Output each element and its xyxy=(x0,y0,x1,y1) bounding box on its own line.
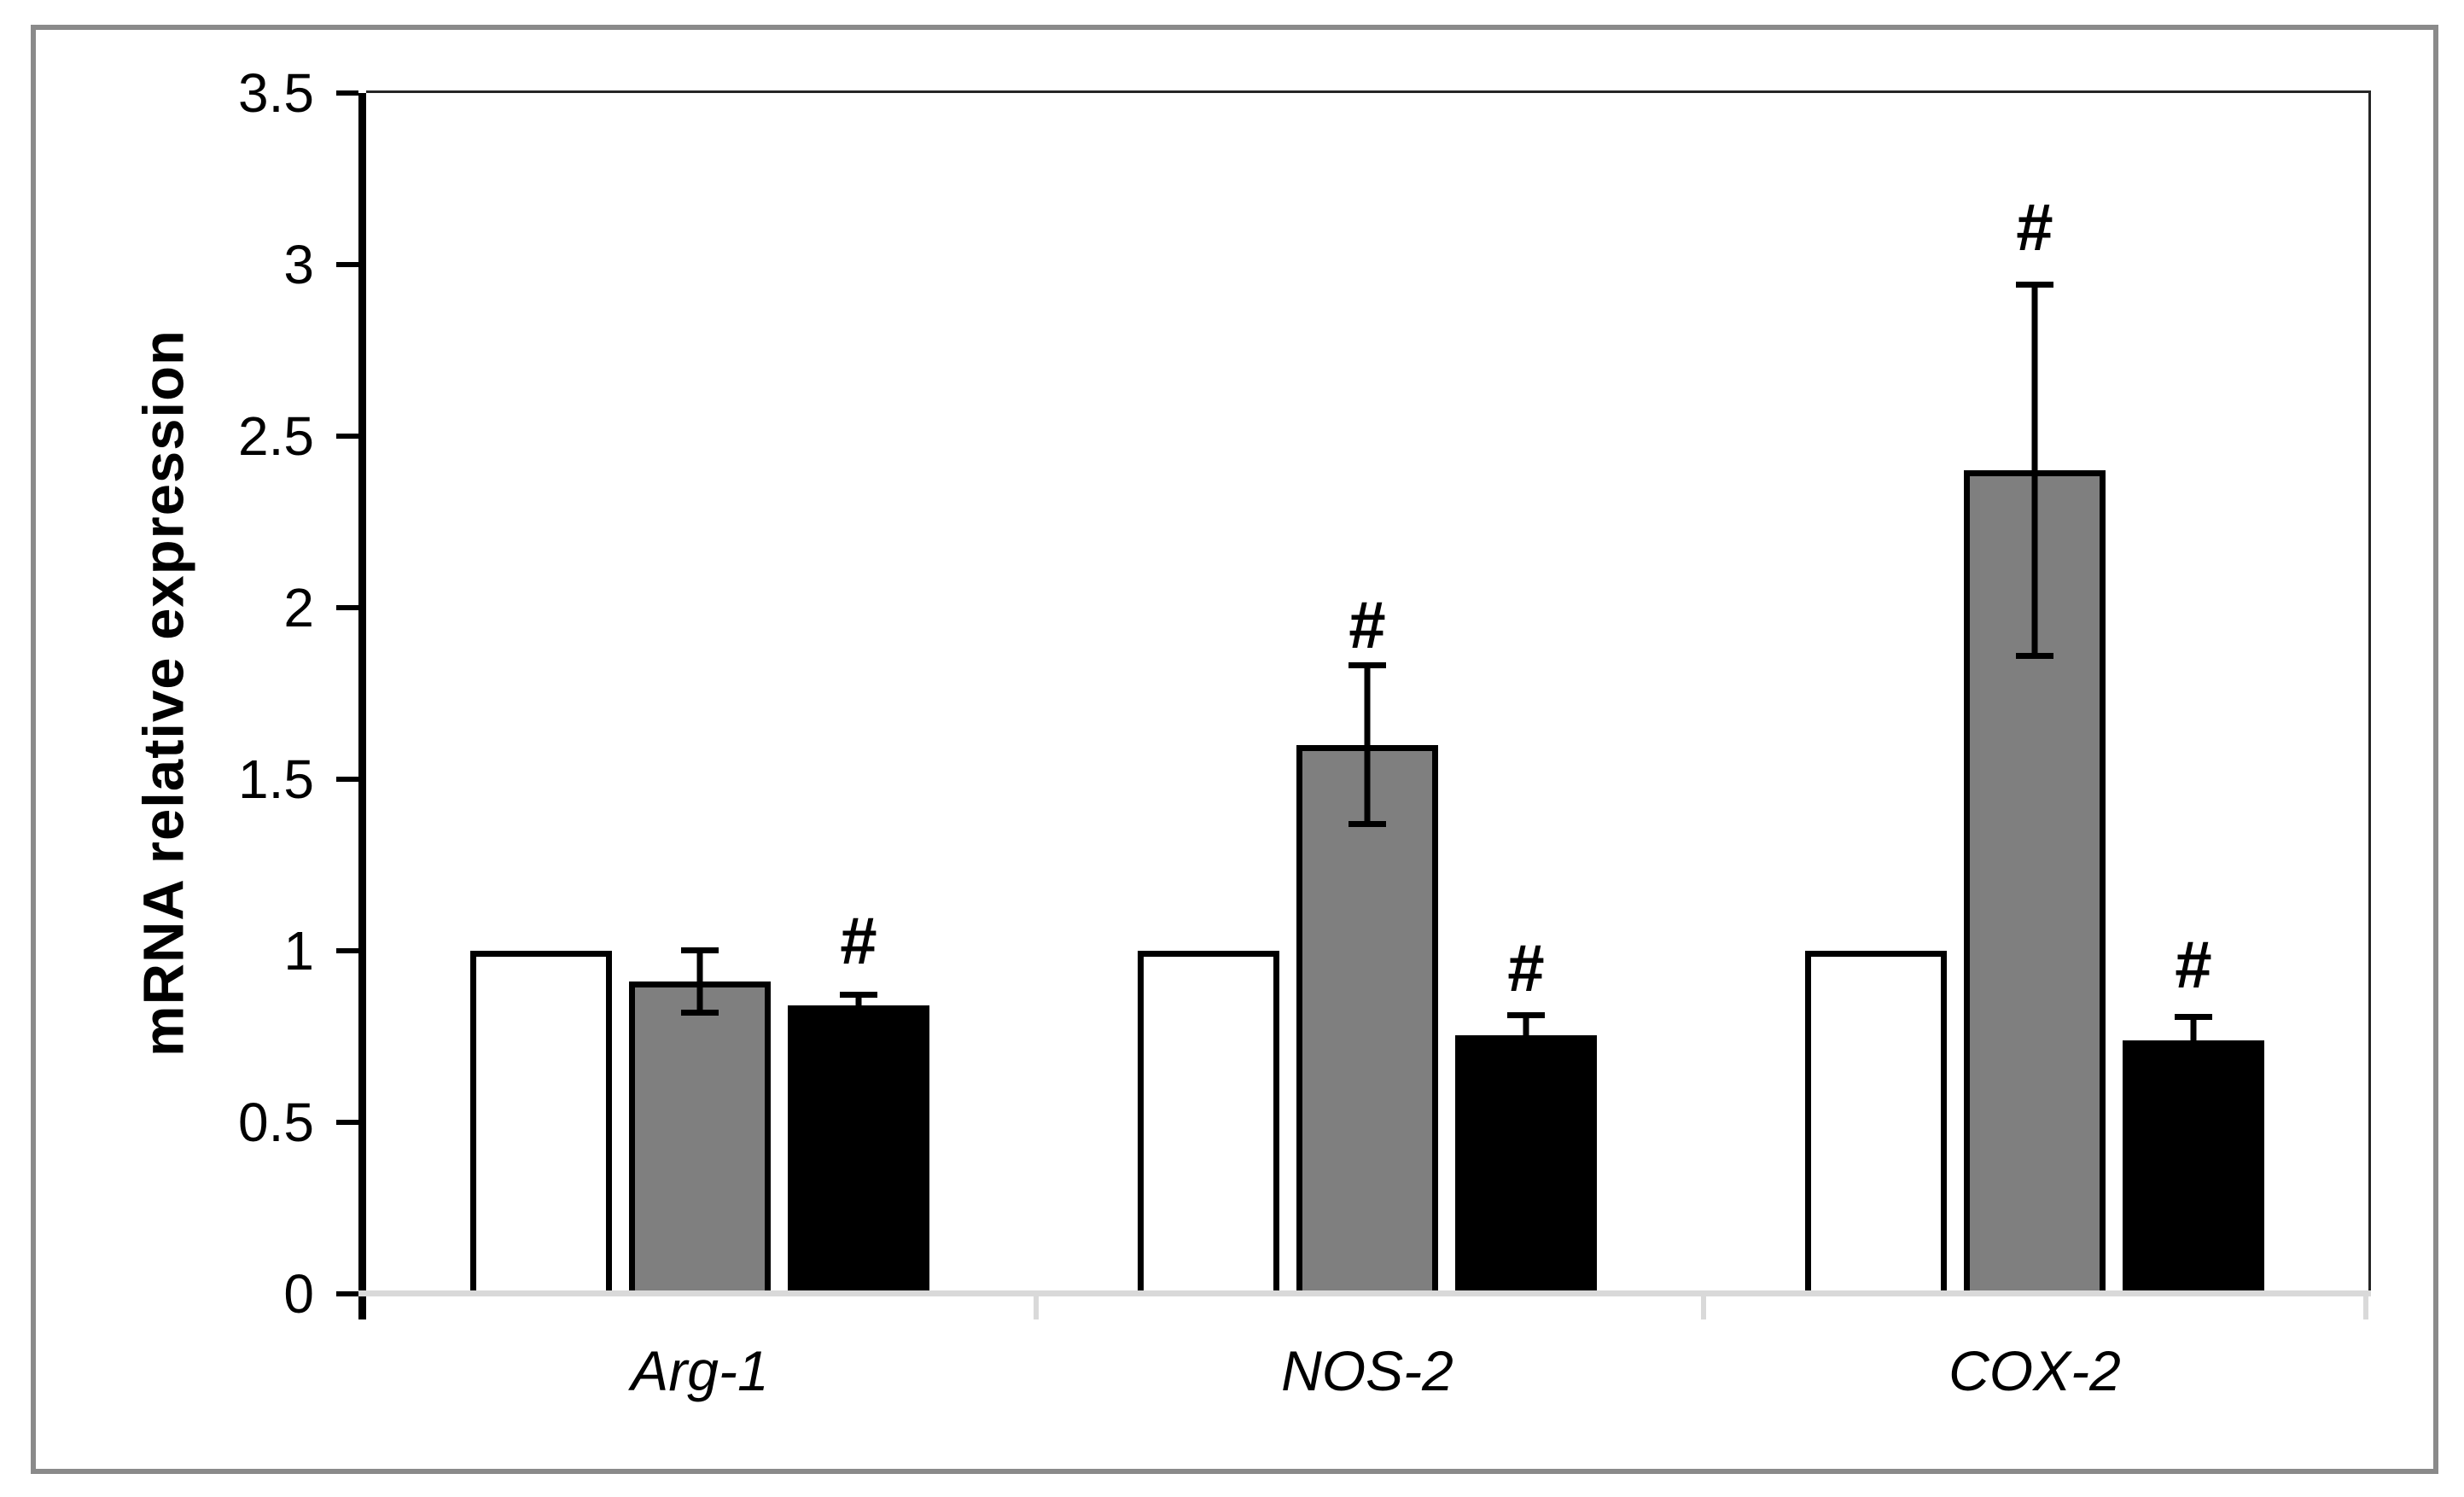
significance-marker-black-nos-2: # xyxy=(1507,930,1545,1006)
error-bar-line xyxy=(855,992,862,1020)
error-bar-cap-bottom xyxy=(1507,1051,1545,1057)
error-bar-gray-arg-1 xyxy=(681,947,719,1016)
y-tick-label: 2 xyxy=(283,577,314,638)
error-bar-line xyxy=(696,947,703,1016)
error-bar-black-arg-1 xyxy=(840,992,877,1020)
y-tick xyxy=(336,605,358,610)
error-bar-cap-top xyxy=(1507,1012,1545,1019)
error-bar-gray-nos-2 xyxy=(1349,662,1386,828)
plot-area: # # # # # xyxy=(358,90,2371,1319)
x-label-cox-2: COX-2 xyxy=(1948,1339,2121,1402)
y-tick xyxy=(336,262,358,267)
y-tick xyxy=(336,90,358,96)
significance-marker-gray-nos-2: # xyxy=(1349,587,1386,663)
y-tick xyxy=(336,948,358,953)
error-bar-line xyxy=(2031,282,2038,660)
y-tick xyxy=(336,434,358,439)
error-bar-cap-top xyxy=(840,992,877,999)
x-axis-labels: Arg-1 NOS-2 COX-2 xyxy=(366,1294,2368,1439)
bar-black-arg-1 xyxy=(788,1005,929,1294)
error-bar-line xyxy=(1364,662,1371,828)
figure-border xyxy=(31,25,2438,1474)
error-bar-cap-top xyxy=(681,947,719,953)
error-bar-cap-top xyxy=(2175,1014,2212,1021)
significance-marker-black-arg-1: # xyxy=(840,902,877,978)
x-axis-category-tick xyxy=(1701,1294,1706,1319)
error-bar-cap-bottom xyxy=(840,1013,877,1020)
bar-gray-nos-2 xyxy=(1296,744,1438,1294)
y-axis-line xyxy=(358,93,366,1319)
significance-marker-black-cox-2: # xyxy=(2175,927,2212,1003)
x-label-arg-1: Arg-1 xyxy=(631,1339,769,1402)
error-bar-line xyxy=(1523,1012,1529,1057)
error-bar-black-nos-2 xyxy=(1507,1012,1545,1057)
y-tick xyxy=(336,777,358,782)
bar-black-cox-2 xyxy=(2123,1040,2264,1294)
error-bar-line xyxy=(2190,1014,2197,1066)
bar-black-nos-2 xyxy=(1455,1034,1597,1294)
error-bar-cap-bottom xyxy=(2175,1059,2212,1066)
y-tick-label: 0 xyxy=(283,1263,314,1325)
significance-marker-gray-cox-2: # xyxy=(2016,189,2053,265)
y-tick-label: 3.5 xyxy=(238,62,314,124)
y-tick xyxy=(336,1291,358,1296)
bar-gray-arg-1 xyxy=(629,981,771,1294)
y-tick-label: 0.5 xyxy=(238,1092,314,1153)
bar-white-arg-1 xyxy=(470,951,612,1294)
x-label-nos-2: NOS-2 xyxy=(1281,1339,1453,1402)
x-axis-line xyxy=(358,1290,2371,1296)
error-bar-cap-bottom xyxy=(681,1010,719,1016)
x-axis-category-tick xyxy=(2363,1294,2368,1319)
bar-white-nos-2 xyxy=(1138,951,1279,1294)
y-axis-tick-area: 0 0.5 1 1.5 2 2.5 3 3.5 xyxy=(0,64,358,1323)
x-axis-category-tick xyxy=(1034,1294,1039,1319)
y-tick-label: 3 xyxy=(283,234,314,295)
bar-white-cox-2 xyxy=(1805,951,1947,1294)
y-tick-label: 1.5 xyxy=(238,748,314,810)
y-tick xyxy=(336,1120,358,1125)
y-tick-label: 2.5 xyxy=(238,405,314,467)
y-tick-label: 1 xyxy=(283,920,314,981)
error-bar-black-cox-2 xyxy=(2175,1014,2212,1066)
error-bar-cap-top xyxy=(2016,282,2053,288)
error-bar-cap-bottom xyxy=(1349,821,1386,828)
error-bar-cap-bottom xyxy=(2016,653,2053,660)
error-bar-cap-top xyxy=(1349,662,1386,669)
error-bar-gray-cox-2 xyxy=(2016,282,2053,660)
